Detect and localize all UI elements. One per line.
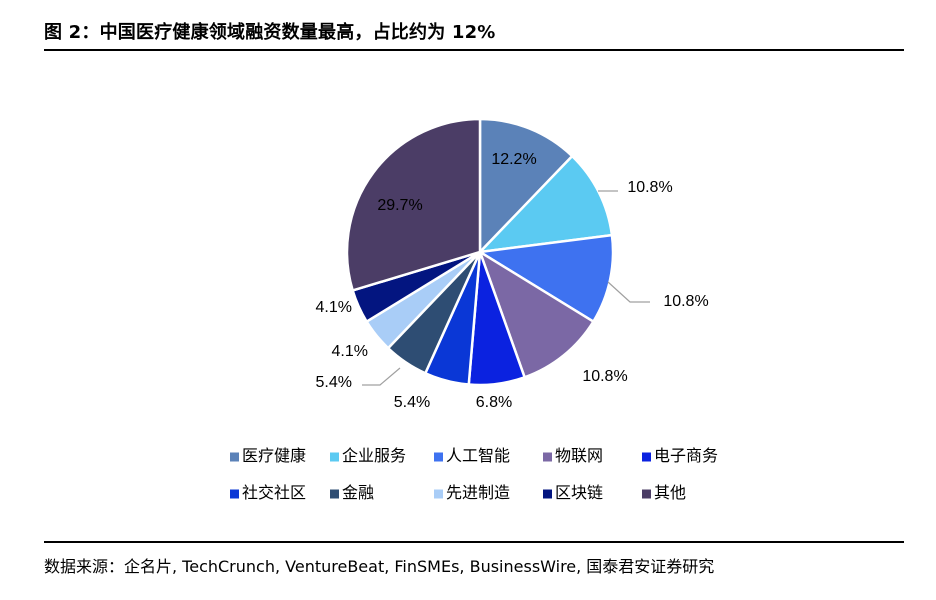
slice-value-label: 10.8%	[627, 179, 672, 196]
pie-slice-3	[478, 233, 615, 323]
legend-swatch	[642, 452, 651, 462]
legend-label: 医疗健康	[242, 447, 306, 465]
pie-slice-2	[478, 154, 614, 254]
legend-swatch	[434, 452, 443, 462]
slice-value-label: 10.8%	[582, 368, 627, 385]
legend-label: 企业服务	[342, 447, 406, 465]
legend-label: 人工智能	[446, 447, 510, 465]
legend-swatch	[330, 489, 339, 499]
slice-value-label: 29.7%	[377, 197, 422, 214]
legend-swatch	[434, 489, 443, 499]
legend-label: 金融	[342, 484, 374, 502]
leader-line	[607, 281, 650, 303]
slice-value-label: 5.4%	[316, 374, 352, 391]
slice-value-label: 4.1%	[332, 343, 368, 360]
pie-slice-1	[478, 117, 574, 254]
chart-title: 图 2：中国医疗健康领域融资数量最高，占比约为 12%	[44, 22, 496, 43]
legend-swatch	[543, 489, 552, 499]
legend-swatch	[642, 489, 651, 499]
slice-value-label: 5.4%	[394, 394, 430, 411]
pie-slice-10	[345, 117, 482, 292]
source-note: 数据来源：企名片, TechCrunch, VentureBeat, FinSM…	[44, 557, 715, 576]
legend-label: 区块链	[555, 484, 603, 502]
title-rule	[44, 49, 904, 51]
slice-value-label: 10.8%	[663, 293, 708, 310]
legend-swatch	[330, 452, 339, 462]
pie-slice-4	[478, 250, 595, 379]
legend-label: 电子商务	[654, 447, 718, 465]
slice-value-label: 6.8%	[476, 394, 512, 411]
slice-labels: 12.2% 10.8% 10.8% 10.8% 6.8% 5.4% 5.4% 4.1% 4.1%…	[316, 151, 709, 411]
legend-label: 其他	[654, 484, 686, 502]
legend-label: 物联网	[555, 447, 603, 465]
legend-label: 先进制造	[446, 484, 510, 502]
legend-swatch	[543, 452, 552, 462]
slice-value-label: 4.1%	[316, 299, 352, 316]
slice-value-label: 12.2%	[491, 151, 536, 168]
legend-label: 社交社区	[242, 484, 306, 502]
source-rule	[44, 541, 904, 543]
pie-slices	[345, 117, 615, 387]
leader-line	[362, 367, 401, 386]
leader-lines	[362, 190, 650, 386]
legend-swatch	[230, 489, 239, 499]
legend-swatch	[230, 452, 239, 462]
